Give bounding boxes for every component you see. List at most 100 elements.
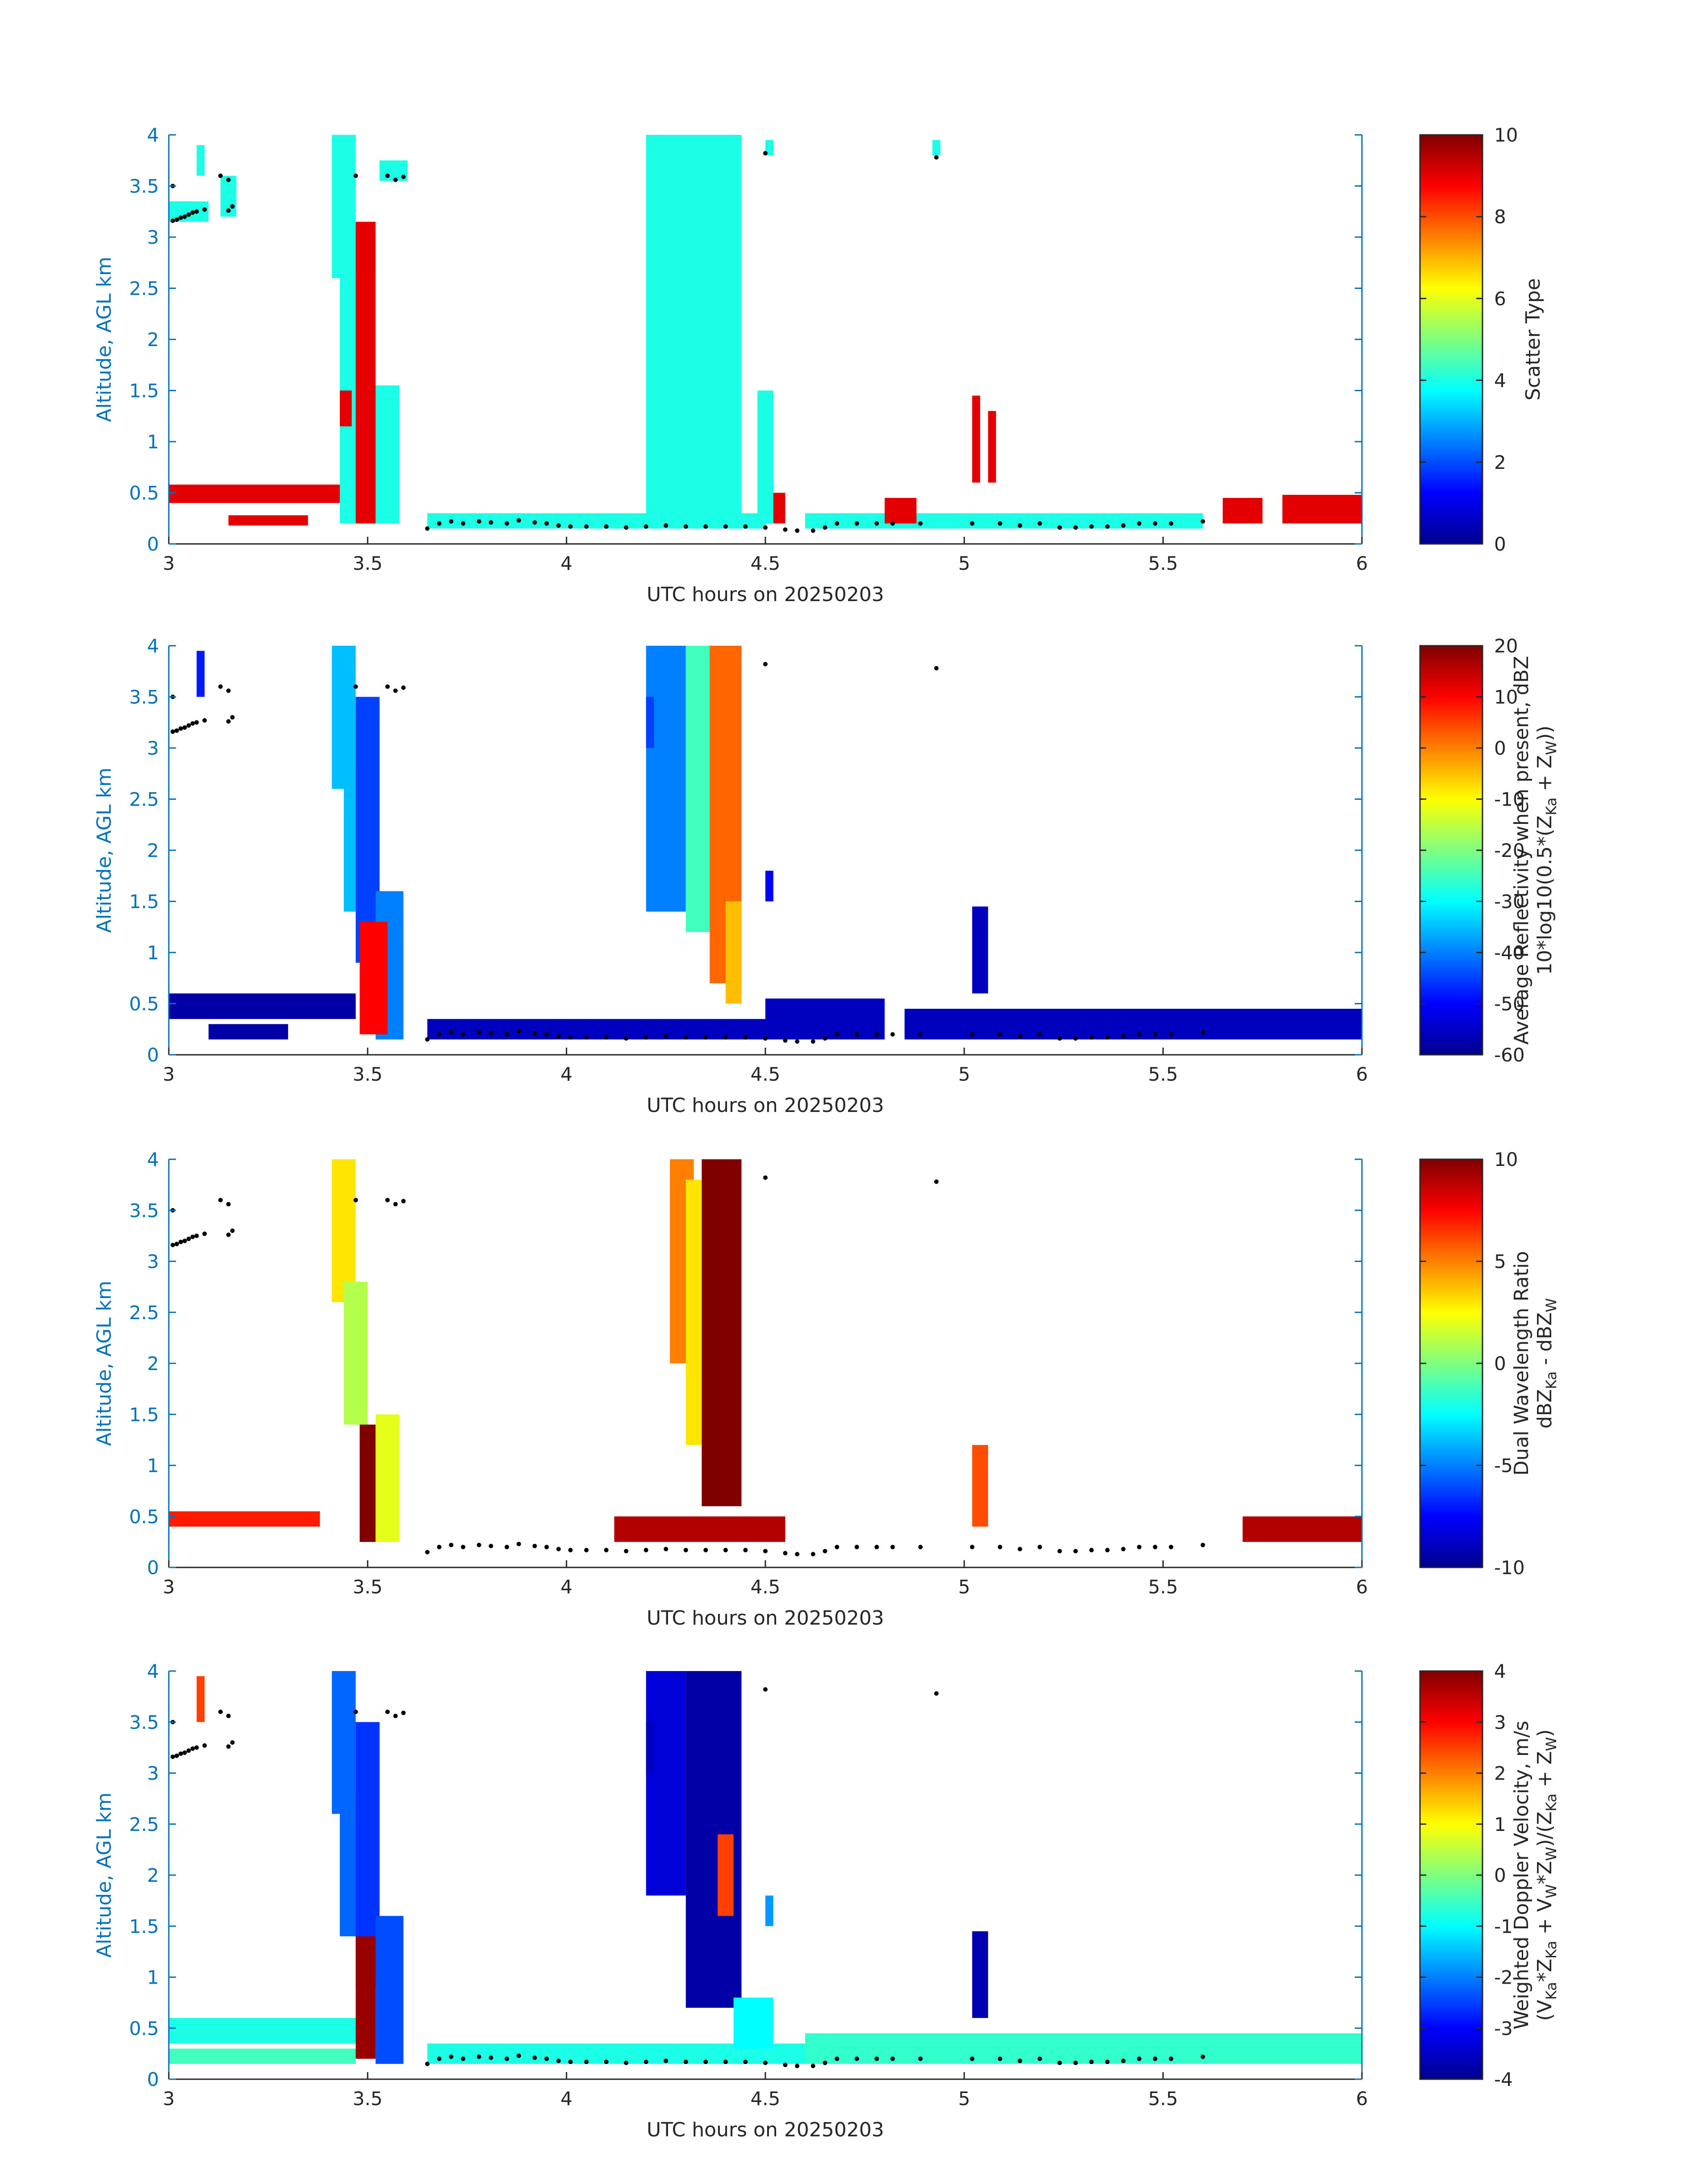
colorbar-tick-label: 0 (1494, 1353, 1506, 1375)
data-cell (359, 922, 388, 1035)
data-cell (614, 1516, 785, 1542)
colorbar-frame (1419, 134, 1483, 545)
data-cell (169, 201, 209, 222)
reference-point (556, 2058, 561, 2063)
reference-point (393, 177, 398, 182)
reference-point (683, 1548, 688, 1553)
reference-point (1169, 2056, 1173, 2061)
reference-point (604, 524, 609, 529)
data-cell (773, 493, 785, 524)
reference-point (763, 151, 768, 156)
reference-point (505, 521, 509, 526)
reference-point (795, 1552, 800, 1557)
reference-point (584, 524, 589, 529)
reference-point (743, 2060, 748, 2064)
data-cell (972, 1445, 988, 1527)
reference-point (202, 1231, 207, 1236)
reference-point (353, 1198, 358, 1203)
reference-point (703, 2060, 708, 2064)
reference-point (874, 1032, 879, 1037)
reference-point (226, 1233, 231, 1237)
y-tick-label: 3.5 (129, 1711, 159, 1733)
reference-point (970, 521, 975, 526)
reference-point (393, 1202, 398, 1207)
colorbar-tick-label: -5 (1494, 1455, 1513, 1477)
reference-point (516, 2053, 521, 2058)
data-cell (169, 2018, 356, 2044)
data-cell (646, 1671, 686, 1896)
reference-point (178, 1240, 183, 1245)
reference-point (783, 2063, 788, 2068)
colorbar-tick-label: 0 (1494, 533, 1506, 555)
data-cell (169, 993, 356, 1019)
reference-point (174, 1753, 179, 1758)
y-tick-label: 1 (147, 942, 159, 964)
x-tick-label: 3.5 (353, 2088, 383, 2110)
reference-point (703, 524, 708, 529)
reference-point (1073, 1036, 1078, 1041)
colorbar-tick-label: -3 (1494, 2018, 1513, 2039)
reference-point (1169, 521, 1173, 526)
y-tick-label: 2 (147, 1864, 159, 1886)
y-tick-label: 3 (147, 737, 159, 759)
reference-point (810, 1039, 815, 1044)
x-tick-label: 3 (163, 1063, 175, 1085)
reference-point (998, 521, 1002, 526)
reference-point (1089, 1548, 1094, 1553)
reference-point (230, 1740, 235, 1745)
colorbar-tick-label: 1 (1494, 1813, 1506, 1835)
y-tick-label: 4 (147, 635, 159, 657)
reference-point (202, 207, 207, 212)
reference-point (353, 173, 358, 178)
reference-point (532, 520, 537, 525)
reference-point (763, 1036, 768, 1041)
reference-point (437, 1545, 442, 1550)
reference-point (584, 2060, 589, 2064)
colorbar-tick-label: 10 (1494, 1149, 1518, 1170)
x-tick-label: 4.5 (751, 1063, 781, 1085)
data-cell (169, 2048, 356, 2064)
colorbar-label: (VKa​*ZKa​ + VW​*ZW​)/(ZKa​ + ZW​) (1533, 1729, 1560, 2021)
x-tick-label: 5.5 (1148, 552, 1178, 574)
reference-point (425, 2061, 430, 2066)
data-cell (988, 411, 996, 483)
reference-point (783, 1038, 788, 1043)
reference-point (202, 718, 207, 723)
y-tick-label: 3 (147, 1251, 159, 1273)
y-tick-label: 3.5 (129, 1199, 159, 1221)
reference-point (461, 1545, 466, 1550)
data-cell (376, 1414, 400, 1542)
data-cell (972, 906, 988, 994)
x-axis-label: UTC hours on 20250203 (647, 1094, 884, 1117)
panel-2: 3 3.5 4 4.5 5 5.5 6 0 0.5 1 1.5 2 2.5 3 3.5 4 UTC hours … (93, 635, 1560, 1117)
y-tick-label: 2 (147, 1353, 159, 1375)
reference-point (401, 1199, 406, 1203)
reference-point (476, 1030, 481, 1035)
y-axis-label: Altitude, AGL km (93, 768, 116, 933)
data-cell (725, 901, 742, 1004)
y-tick-label: 0.5 (129, 2018, 159, 2039)
data-cell (765, 1895, 773, 1926)
reference-point (1137, 521, 1142, 526)
reference-point (1169, 1545, 1173, 1550)
reference-point (556, 1546, 561, 1551)
data-cell (765, 140, 773, 155)
data-cell (1223, 497, 1263, 524)
data-cell (702, 1159, 742, 1506)
reference-point (874, 521, 879, 526)
reference-point (1073, 1549, 1078, 1554)
colorbar (1420, 135, 1482, 544)
reference-point (170, 729, 175, 734)
reference-point (516, 1029, 521, 1034)
colorbar-tick-label: -4 (1494, 2068, 1513, 2090)
reference-point (918, 1032, 923, 1037)
y-tick-label: 1.5 (129, 1404, 159, 1425)
colorbar-tick-label: -20 (1494, 840, 1525, 861)
reference-point (643, 524, 648, 529)
reference-point (532, 1544, 537, 1549)
y-tick-label: 2.5 (129, 1813, 159, 1835)
x-tick-label: 4 (560, 2088, 572, 2110)
reference-point (723, 1035, 728, 1040)
y-tick-label: 1 (147, 1455, 159, 1477)
y-tick-label: 1.5 (129, 891, 159, 913)
